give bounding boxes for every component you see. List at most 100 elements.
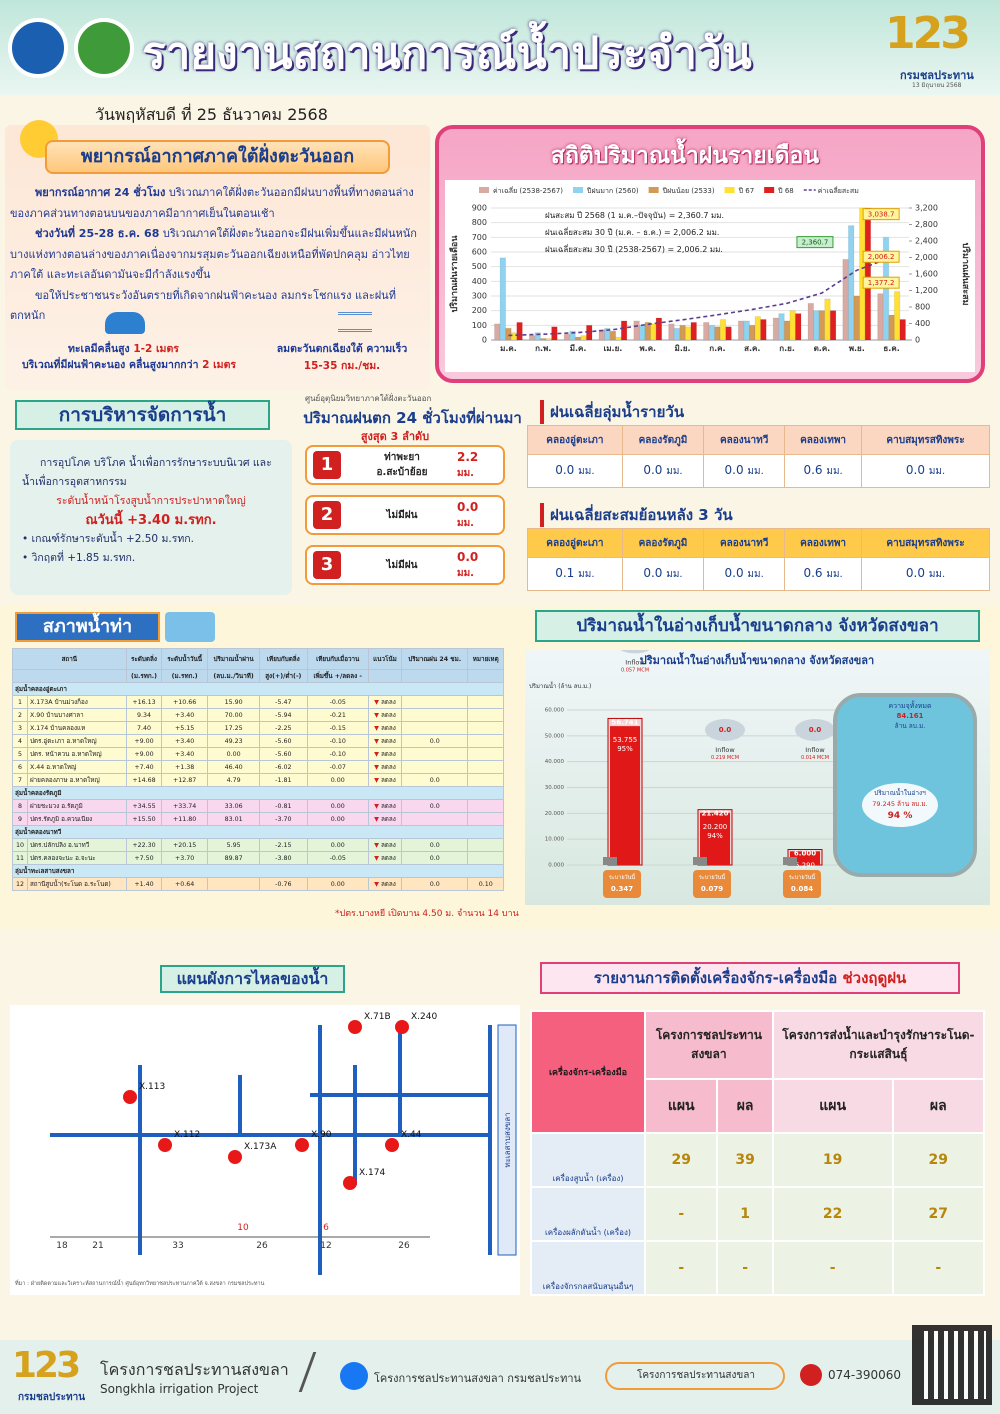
website[interactable]: โครงการชลประทานสงขลา [605, 1362, 785, 1390]
bar [772, 317, 780, 341]
project: โครงการชลประทานสงขลา [644, 1010, 774, 1080]
cell: +3.70 [161, 851, 209, 865]
volume-label: 53.755 [613, 736, 638, 744]
unit: มม. [666, 466, 683, 477]
group-name: ลุ่มน้ำคลองนาทวี [12, 825, 504, 839]
page-title: รายงานสถานการณ์น้ำประจำวัน [142, 28, 752, 79]
count: 22 [771, 1186, 894, 1242]
data-row: 3 X.174 บ้านคลองแห 7.40 +5.15 17.25 -2.25 -0.1… [12, 721, 504, 735]
facebook[interactable]: โครงการชลประทานสงขลา กรมชลประทาน [374, 1372, 582, 1385]
basin-3day-title: ฝนเฉลี่ยสะสมย้อนหลัง 3 วัน [540, 503, 733, 527]
cell: ลดลง [367, 747, 402, 761]
basin-value: 0.1 มม. [527, 557, 623, 591]
wave-title: ทะเลมีคลื่นสูง [68, 343, 130, 355]
rain-unit: มม. [457, 568, 474, 579]
rain-amount: 0.0 [457, 550, 479, 564]
data-row: 9 ปตร.รัตภูมิ อ.ควนเนียง +15.50 +11.80 83.01… [12, 812, 504, 826]
cell [467, 695, 504, 709]
cell: +20.15 [161, 838, 209, 852]
cell [467, 838, 504, 852]
rain-unit: มม. [457, 518, 474, 529]
point-label-box [796, 236, 834, 249]
qr-code[interactable] [912, 1325, 992, 1405]
bar [842, 258, 849, 341]
bar [668, 323, 675, 341]
point-label: 1,377.2 [868, 279, 895, 287]
point-label-box [862, 208, 900, 221]
bar [620, 320, 628, 341]
facebook-icon[interactable] [340, 1362, 368, 1390]
bar [655, 317, 663, 341]
faucet [603, 857, 617, 865]
count: 27 [891, 1186, 986, 1242]
cell: ลดลง [367, 877, 402, 891]
y-tick-label: 500 [472, 262, 487, 271]
point-label-box [862, 276, 900, 289]
station-line: ไม่มีฝน [386, 509, 418, 521]
basin-header: คลองอู่ตะเภา [527, 425, 623, 455]
station-label: X.113 [139, 1082, 165, 1092]
cell [467, 799, 504, 813]
data-row: 2 X.90 บ้านบางศาลา 9.34 +3.40 70.00 -5.94 -0.2… [12, 708, 504, 722]
cell: -0.05 [306, 695, 369, 709]
rain-top-list: 1 ท่าพะยา อ.สะบ้าย้อย 2.2 มม. 2 ไม่มีฝน 0.0 มม. 3… [305, 445, 515, 605]
cell: -0.10 [306, 747, 369, 761]
cell: +11.80 [161, 812, 209, 826]
cell: +22.30 [125, 838, 163, 852]
station-marker [228, 1150, 242, 1164]
paragraph: ขอให้ประชาชนระวังอันตรายที่เกิดจากฝนฟ้าค… [10, 286, 425, 327]
bullet-text: วิกฤตที่ +1.85 ม.รทก. [31, 552, 136, 564]
faucet [693, 857, 707, 865]
lead: พยากรณ์อากาศ 24 ชั่วโมง [35, 186, 166, 199]
station-label: X.71B [364, 1012, 391, 1022]
header [0, 0, 1000, 95]
column-header: สถานี [12, 648, 127, 670]
org-en: Songkhla irrigation Project [100, 1382, 259, 1396]
unit: มม. [928, 569, 946, 580]
lake [497, 1024, 517, 1256]
bar [505, 327, 512, 341]
cell: ลดลง [367, 851, 402, 865]
bar [510, 332, 518, 341]
cell: ปตร.คลองจะนะ อ.จะนะ [26, 851, 127, 865]
footer-logo-org: กรมชลประทาน [18, 1392, 86, 1403]
value: 0.6 [803, 566, 823, 580]
cell [400, 760, 469, 774]
station-label: X.240 [411, 1012, 437, 1022]
bar [877, 293, 884, 341]
cell: +3.40 [161, 734, 209, 748]
station-label: X.174 [359, 1168, 385, 1178]
y-tick-label: 900 [472, 204, 487, 213]
bar [760, 318, 767, 341]
cell: -5.94 [259, 708, 308, 722]
cell: 2 [12, 708, 28, 722]
y2-tick-label: 400 [915, 319, 930, 328]
management-sub: ระดับน้ำหน้าโรงสูบน้ำการประปาหาดใหญ่ [56, 495, 246, 507]
data-row: 10 ปตร.ปลักปลิง อ.นาทวี +22.30 +20.15 5.95 -2… [12, 838, 504, 852]
logo-date: 13 มิถุนายน 2568 [912, 82, 962, 89]
bar [743, 320, 750, 341]
unit-cell [400, 669, 469, 683]
header-row: แผน ผล แผน ผล [531, 1078, 986, 1134]
bar [644, 321, 652, 341]
cell: 33.06 [207, 799, 261, 813]
group-row: ลุ่มน้ำทะเลสาบสงขลา [12, 864, 504, 878]
cell: 11 [12, 851, 28, 865]
basin-value: 0.6 มม. [784, 454, 863, 488]
flow-title: แผนผังการไหลของน้ำ [160, 965, 345, 993]
cell: 7.40 [125, 721, 163, 735]
rain-source: ศูนย์อุตุนิยมวิทยาภาคใต้ฝั่งตะวันออก [305, 394, 432, 403]
cell: -5.60 [259, 734, 308, 748]
value: 0.0 [643, 566, 663, 580]
bar [574, 336, 582, 341]
distance-label: 21 [92, 1241, 103, 1251]
rain-subtitle: สูงสุด 3 ลำดับ [360, 430, 430, 443]
station-marker [343, 1176, 357, 1190]
header-row: คลองอู่ตะเภา คลองรัตภูมิ คลองนาทวี คลองเทพา… [527, 528, 990, 558]
cell: X.174 บ้านคลองแห [26, 721, 127, 735]
value: 0.0 [905, 463, 925, 477]
footer-logo: 123 [12, 1345, 81, 1386]
cell: +9.00 [125, 734, 163, 748]
bar [569, 330, 576, 341]
current-value: 79.245 ล้าน ลบ.ม. [872, 800, 927, 808]
